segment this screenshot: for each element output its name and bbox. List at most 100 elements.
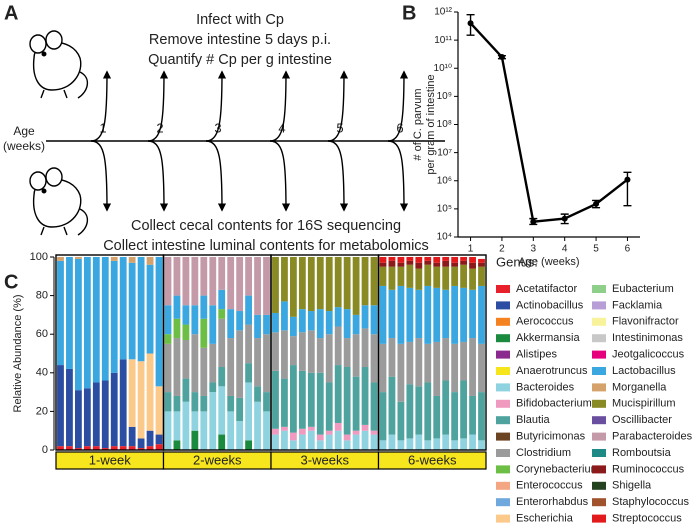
- panel-label: B: [402, 2, 416, 24]
- bar-segment: [74, 390, 82, 449]
- legend-label: Escherichia: [516, 513, 574, 525]
- bar-segment: [74, 258, 82, 391]
- legend-title: Genus:: [496, 254, 538, 269]
- bar-segment: [155, 434, 163, 445]
- bar-segment: [397, 266, 405, 286]
- bar-segment: [415, 289, 423, 339]
- bar-segment: [245, 363, 253, 383]
- bar-segment: [397, 262, 405, 267]
- bar-segment: [397, 401, 405, 441]
- bar-segment: [137, 361, 145, 439]
- bar-segment: [191, 257, 199, 306]
- bar-segment: [307, 426, 315, 431]
- bar-segment: [146, 257, 154, 265]
- group-frame: [377, 254, 487, 451]
- age-label: Age: [13, 124, 35, 138]
- legend-label: Akkermansia: [516, 332, 580, 344]
- bar-segment: [469, 434, 476, 450]
- bar-segment: [57, 260, 64, 366]
- bar-segment: [236, 421, 244, 450]
- bar-segment: [92, 382, 100, 447]
- legend-label: Actinobacillus: [516, 299, 584, 311]
- bar-segment: [352, 314, 360, 335]
- bar-segment: [146, 446, 154, 450]
- bar-segment: [245, 440, 253, 450]
- legend-label: Anaerotruncus: [516, 365, 588, 377]
- bar-segment: [478, 392, 485, 441]
- bar-segment: [298, 257, 306, 310]
- bar-segment: [200, 395, 208, 412]
- bar-segment: [379, 257, 387, 263]
- arrow: [147, 70, 169, 142]
- y-axis-label: # of C. parvum: [412, 88, 424, 160]
- bar-segment: [137, 438, 145, 449]
- bar-segment: [316, 309, 324, 339]
- bar-segment: [191, 305, 199, 335]
- bar-segment: [388, 260, 396, 267]
- step-text: Collect intestine luminal contents for m…: [103, 238, 429, 254]
- legend-swatch: [592, 350, 606, 359]
- legend-label: Bacteroides: [516, 381, 575, 393]
- bar-segment: [254, 338, 261, 387]
- bar-segment: [397, 343, 405, 402]
- bar-segment: [281, 330, 288, 379]
- legend-swatch: [496, 350, 510, 359]
- bar-segment: [66, 257, 73, 369]
- panel-label: C: [4, 271, 18, 293]
- bar-segment: [57, 446, 64, 450]
- bar-segment: [415, 434, 423, 450]
- bar-segment: [245, 257, 253, 296]
- y-tick-label: 0: [42, 444, 48, 456]
- bar-segment: [343, 309, 351, 339]
- bar-segment: [298, 428, 306, 435]
- bar-segment: [415, 268, 423, 290]
- legend-swatch: [592, 399, 606, 408]
- data-line: [469, 22, 629, 223]
- y-tick-label: 40: [36, 367, 48, 379]
- bar-segment: [110, 372, 118, 447]
- bar-segment: [182, 305, 190, 325]
- bar-segment: [352, 334, 360, 377]
- bar-segment: [164, 343, 172, 393]
- bar-segment: [424, 440, 432, 450]
- arrow: [327, 70, 349, 142]
- bar-segment: [289, 257, 297, 317]
- bar-segment: [57, 365, 64, 447]
- bar-segment: [370, 305, 378, 335]
- y-tick-label: 100: [30, 251, 48, 263]
- bar-segment: [289, 316, 297, 337]
- bar-segment: [352, 434, 360, 450]
- bar-segment: [236, 311, 244, 331]
- bar-segment: [155, 257, 163, 387]
- bar-segment: [406, 341, 414, 385]
- bar-segment: [164, 392, 172, 412]
- bar-segment: [370, 434, 378, 450]
- bar-segment: [164, 411, 172, 450]
- legend-label: Flavonifractor: [612, 316, 679, 328]
- bar-segment: [119, 257, 127, 360]
- legend-label: Lactobacillus: [612, 365, 676, 377]
- bar-segment: [101, 380, 109, 449]
- bar-segment: [146, 430, 154, 447]
- legend-swatch: [496, 317, 510, 326]
- bar-segment: [200, 318, 208, 348]
- bar-segment: [289, 440, 297, 450]
- bar-segment: [281, 430, 288, 450]
- arrow: [147, 140, 169, 212]
- bar-segment: [227, 395, 235, 412]
- bar-segment: [272, 332, 279, 371]
- bar-segment: [361, 430, 369, 450]
- bar-segment: [281, 426, 288, 431]
- legend-label: Corynebacterium: [516, 463, 600, 475]
- bar-segment: [379, 392, 387, 441]
- y-tick-label: 10¹¹: [434, 35, 452, 46]
- bar-segment: [209, 392, 217, 450]
- bar-segment: [325, 257, 333, 312]
- legend-label: Bifidobacterium: [516, 398, 592, 410]
- bar-segment: [182, 401, 190, 450]
- bar-segment: [200, 257, 208, 296]
- bar-segment: [289, 365, 297, 433]
- bar-segment: [164, 334, 172, 344]
- legend-swatch: [496, 514, 510, 523]
- group-label: 3-weeks: [301, 452, 350, 467]
